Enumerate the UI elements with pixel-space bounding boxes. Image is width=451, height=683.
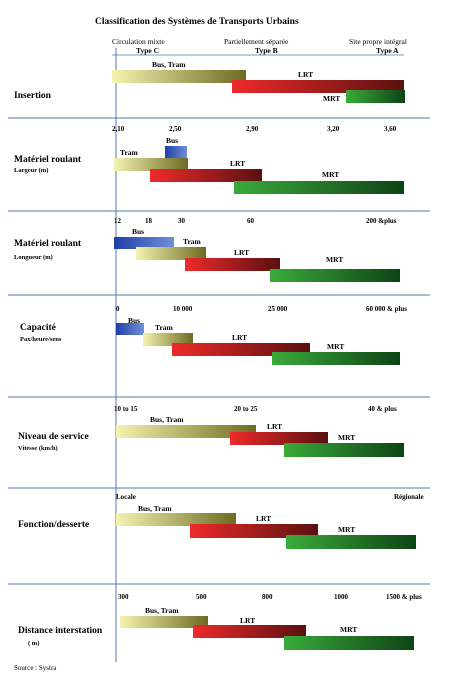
section-sublabel: ( m) xyxy=(28,640,39,647)
bar-label-lrt: LRT xyxy=(298,70,313,79)
header-col1-line2: Type C xyxy=(136,46,159,55)
tick-label: 2,50 xyxy=(169,125,182,133)
section-label: Matériel roulant xyxy=(14,155,82,165)
bar-label-bus-tram: Bus, Tram xyxy=(138,504,172,513)
section-label: Fonction/desserte xyxy=(18,520,89,530)
tick-label: 60 000 & plus xyxy=(366,305,407,313)
bar-label-mrt: MRT xyxy=(326,255,343,264)
bar-label-tram: Tram xyxy=(155,323,174,332)
bar-label-lrt: LRT xyxy=(234,248,249,257)
section-sublabel: Pax/heure/sens xyxy=(20,336,62,343)
bar-lrt xyxy=(150,169,262,182)
bar-label-mrt: MRT xyxy=(340,625,357,634)
header-col1-line1: Circulation mixte xyxy=(112,37,165,46)
tick-label: 60 xyxy=(247,217,255,225)
bar-label-lrt: LRT xyxy=(267,422,282,431)
tick-label: 2,90 xyxy=(246,125,259,133)
section-label: Distance interstation xyxy=(18,626,103,636)
bar-label-mrt: MRT xyxy=(327,342,344,351)
bar-label-bus: Bus xyxy=(166,136,178,145)
tick-label: 18 xyxy=(145,217,153,225)
bar-label-lrt: LRT xyxy=(256,514,271,523)
bar-label-tram: Tram xyxy=(120,148,139,157)
tick-label: 10 to 15 xyxy=(114,405,138,413)
bar-tram xyxy=(143,333,193,346)
bar-label-mrt: MRT xyxy=(322,170,339,179)
tick-label: 300 xyxy=(118,593,129,601)
tick-label: Régionale xyxy=(394,493,424,501)
header-col3-line1: Site propre intégral xyxy=(349,37,407,46)
section-label: Niveau de service xyxy=(18,432,89,442)
bar-lrt xyxy=(232,80,404,93)
tick-label: 1000 xyxy=(334,593,349,601)
tick-label: 2,10 xyxy=(112,125,125,133)
bar-tram xyxy=(114,158,188,171)
bar-label-tram: Tram xyxy=(183,237,202,246)
bar-bus xyxy=(114,237,174,249)
tick-label: 30 xyxy=(178,217,186,225)
bar-label-mrt: MRT xyxy=(338,433,355,442)
tick-label: 3,20 xyxy=(327,125,340,133)
bar-mrt xyxy=(284,443,404,457)
source-note: Source : Systra xyxy=(14,664,57,672)
tick-label: 20 to 25 xyxy=(234,405,258,413)
bar-label-bus-tram: Bus, Tram xyxy=(150,415,184,424)
header-col2-line1: Partiellement séparée xyxy=(224,37,289,46)
header-col3-line2: Type A xyxy=(376,46,399,55)
tick-label: 800 xyxy=(262,593,273,601)
tick-label: 0 xyxy=(116,305,120,313)
tick-label: 40 & plus xyxy=(368,405,397,413)
section-sublabel: Vitesse (km/h) xyxy=(18,445,58,452)
bar-tram xyxy=(136,247,206,260)
bar-label-lrt: LRT xyxy=(232,333,247,342)
tick-label: Locale xyxy=(116,493,136,501)
bar-lrt xyxy=(230,432,328,445)
section-sublabel: Largeur (m) xyxy=(14,167,48,174)
section-label: Capacité xyxy=(20,323,56,333)
bar-bus-tram xyxy=(112,70,246,83)
bar-bus xyxy=(116,323,144,335)
bar-label-bus-tram: Bus, Tram xyxy=(145,606,179,615)
bar-mrt xyxy=(272,352,400,365)
tick-label: 500 xyxy=(196,593,207,601)
bar-lrt xyxy=(190,524,318,538)
bar-label-bus: Bus xyxy=(132,227,144,236)
bar-mrt xyxy=(284,636,414,650)
bar-label-bus-tram: Bus, Tram xyxy=(152,60,186,69)
bar-mrt xyxy=(234,181,404,194)
section-label: Insertion xyxy=(14,91,52,101)
tick-label: 10 000 xyxy=(173,305,193,313)
bar-label-mrt: MRT xyxy=(323,94,340,103)
bar-bus-tram xyxy=(120,616,208,628)
bar-lrt xyxy=(193,625,306,638)
tick-label: 3,60 xyxy=(384,125,397,133)
bar-mrt xyxy=(270,269,400,282)
bar-mrt xyxy=(286,535,416,549)
header-col2-line2: Type B xyxy=(255,46,278,55)
tick-label: 1500 & plus xyxy=(386,593,422,601)
bar-bus-tram xyxy=(116,425,256,438)
section-sublabel: Longueur (m) xyxy=(14,254,53,261)
tick-label: 25 000 xyxy=(268,305,288,313)
bar-mrt xyxy=(346,90,405,103)
bar-lrt xyxy=(185,258,280,271)
bar-label-mrt: MRT xyxy=(338,525,355,534)
section-label: Matériel roulant xyxy=(14,239,82,249)
tick-label: 12 xyxy=(114,217,122,225)
chart-title: Classification des Systèmes de Transport… xyxy=(95,17,299,27)
bar-label-bus: Bus xyxy=(128,316,140,325)
bar-label-lrt: LRT xyxy=(240,616,255,625)
bar-bus xyxy=(165,146,187,158)
bar-label-lrt: LRT xyxy=(230,159,245,168)
tick-label: 200 &plus xyxy=(366,217,397,225)
bar-bus-tram xyxy=(116,513,236,526)
